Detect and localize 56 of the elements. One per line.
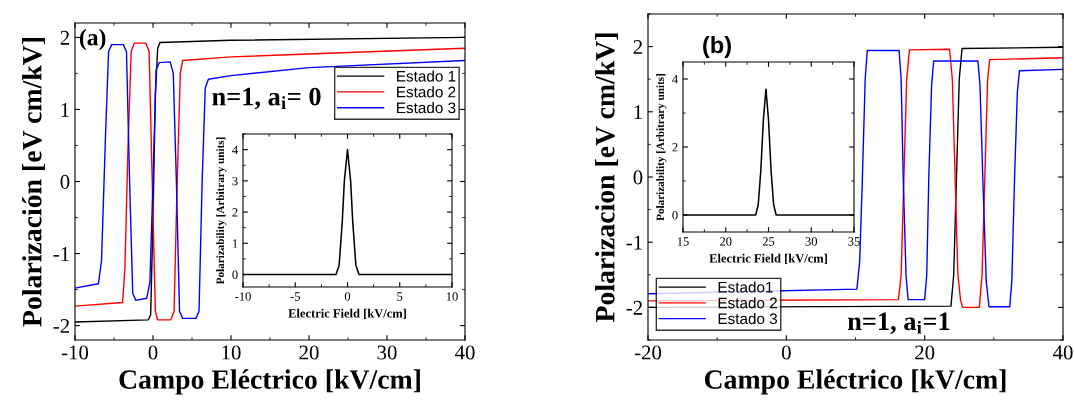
x-tick-label: 25 [762,237,775,246]
y-tick-label: 0 [633,170,643,185]
y-tick-label: 0 [672,211,678,220]
x-axis-title: Electric Field [kV/cm] [709,253,827,265]
annotation: n=1, a$_{i}$=1 [847,312,950,335]
legend-label: Estado 3 [397,101,456,114]
y-tick-label: 1 [634,105,642,120]
y-tick-label: -1 [626,235,642,250]
x-tick-label: 10 [446,292,458,301]
x-tick-label: 15 [677,237,689,246]
annotation: (b) [703,36,731,59]
y-tick-label: 1 [232,239,238,248]
y-tick-label: 3 [232,176,238,186]
y-tick-label: -2 [626,300,642,315]
annotation: (a) [79,28,106,51]
legend-label: Estado 3 [718,312,778,325]
x-tick-label: 20 [915,345,935,360]
x-tick-label: 0 [148,345,158,360]
y-tick-label: 4 [672,75,678,84]
y-tick-label: -1 [53,247,69,261]
y-axis-title: Polarización [eV cm/kV] [22,38,46,327]
x-tick-label: 35 [848,237,860,246]
x-tick-label: 20 [720,237,732,246]
y-axis-title: Polarizacion [eV cm/kV] [595,33,619,323]
x-axis-title: Electric Field [kV/cm] [288,308,406,320]
x-tick-label: -20 [634,345,662,360]
x-tick-label: 0 [344,292,351,301]
y-tick-label: 2 [633,40,642,54]
y-tick-label: -2 [53,319,69,333]
x-tick-label: -5 [290,292,300,301]
legend-label: Estado1 [718,281,773,293]
x-tick-label: 40 [1052,345,1073,360]
x-axis-title: Campo Eléctrico [kV/cm] [119,369,420,395]
x-tick-label: 5 [397,292,403,301]
y-tick-label: 1 [61,102,69,117]
annotation: n=1, a$_{i}$= 0 [212,87,321,110]
y-tick-label: 2 [672,143,678,152]
y-axis-title: Polarizability [Arbitrary units] [216,137,227,285]
legend-label: Estado 2 [397,86,456,98]
x-tick-label: 0 [781,345,791,360]
x-tick-label: 30 [805,237,818,246]
y-tick-label: 0 [60,174,70,189]
y-tick-label: 4 [232,145,238,154]
x-tick-label: 40 [454,345,475,360]
x-axis-title: Campo Eléctrico [kV/cm] [704,369,1006,395]
x-tick-label: 20 [299,345,319,360]
y-axis-title: Polarizability [Arbitrary units] [656,74,667,221]
y-tick-label: 2 [60,30,69,45]
x-tick-label: 30 [377,345,397,360]
legend-label: Estado 2 [718,297,777,309]
x-tick-label: 10 [222,345,241,360]
x-tick-label: -10 [61,345,89,360]
y-tick-label: 2 [232,208,238,217]
y-tick-label: 0 [232,270,238,279]
legend-label: Estado 1 [397,70,456,82]
x-tick-label: -10 [235,292,251,301]
